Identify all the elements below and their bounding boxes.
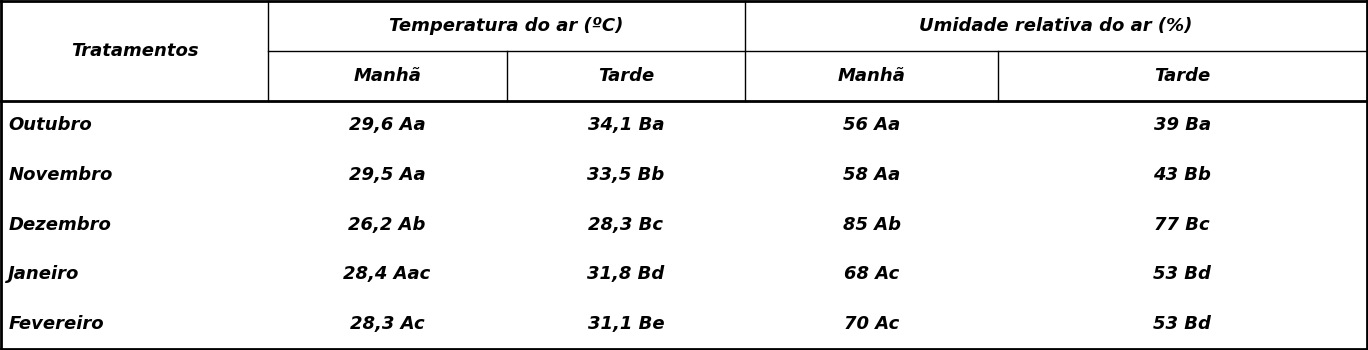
Text: Outubro: Outubro [8, 117, 92, 134]
Text: 53 Bd: 53 Bd [1153, 265, 1211, 283]
Text: 77 Bc: 77 Bc [1155, 216, 1211, 233]
Text: 31,8 Bd: 31,8 Bd [587, 265, 665, 283]
Text: Novembro: Novembro [8, 166, 112, 184]
Text: Dezembro: Dezembro [8, 216, 111, 233]
Text: Umidade relativa do ar (%): Umidade relativa do ar (%) [919, 17, 1193, 35]
Text: Tarde: Tarde [598, 67, 654, 85]
Text: 34,1 Ba: 34,1 Ba [588, 117, 665, 134]
Text: Manhã: Manhã [353, 67, 421, 85]
Text: Tarde: Tarde [1155, 67, 1211, 85]
Text: 28,4 Aac: 28,4 Aac [343, 265, 431, 283]
Text: 26,2 Ab: 26,2 Ab [349, 216, 425, 233]
Text: Temperatura do ar (ºC): Temperatura do ar (ºC) [390, 17, 624, 35]
Text: 33,5 Bb: 33,5 Bb [587, 166, 665, 184]
Text: 28,3 Ac: 28,3 Ac [350, 315, 424, 333]
Text: Janeiro: Janeiro [8, 265, 79, 283]
Text: Fevereiro: Fevereiro [8, 315, 104, 333]
Text: 56 Aa: 56 Aa [843, 117, 900, 134]
Text: 53 Bd: 53 Bd [1153, 315, 1211, 333]
Text: 31,1 Be: 31,1 Be [588, 315, 665, 333]
Text: Manhã: Manhã [837, 67, 906, 85]
Text: 70 Ac: 70 Ac [844, 315, 899, 333]
Text: 43 Bb: 43 Bb [1153, 166, 1211, 184]
Text: 28,3 Bc: 28,3 Bc [588, 216, 663, 233]
Text: Tratamentos: Tratamentos [71, 42, 198, 60]
Text: 68 Ac: 68 Ac [844, 265, 899, 283]
Text: 39 Ba: 39 Ba [1153, 117, 1211, 134]
Text: 29,5 Aa: 29,5 Aa [349, 166, 425, 184]
Text: 29,6 Aa: 29,6 Aa [349, 117, 425, 134]
Text: 85 Ab: 85 Ab [843, 216, 900, 233]
Text: 58 Aa: 58 Aa [843, 166, 900, 184]
